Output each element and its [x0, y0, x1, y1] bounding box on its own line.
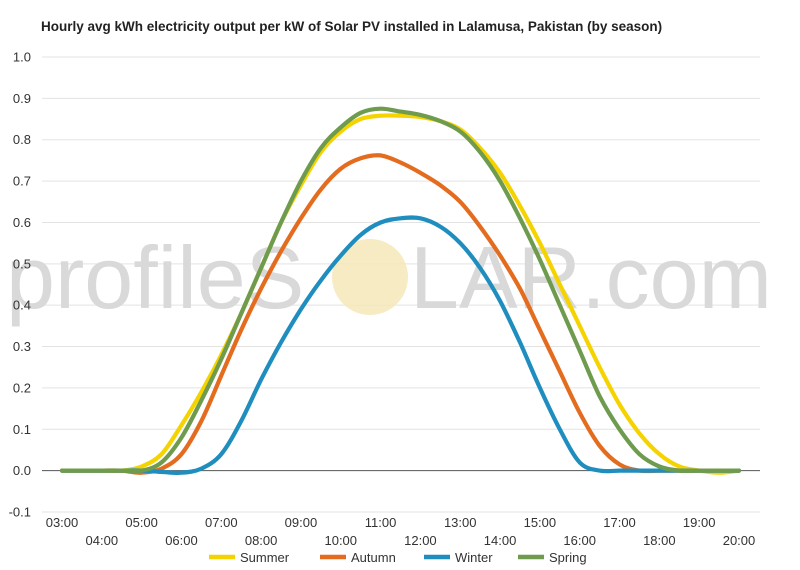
y-tick-label: 0.6 — [13, 215, 31, 230]
series-line-spring — [59, 106, 742, 474]
x-tick-label: 04:00 — [86, 533, 119, 548]
watermark-sun-icon — [332, 239, 408, 315]
x-tick-label: 03:00 — [46, 515, 79, 530]
x-tick-label: 10:00 — [324, 533, 357, 548]
series-line-summer — [59, 113, 742, 475]
legend-label: Winter — [455, 550, 493, 565]
legend: Summer Autumn Winter Spring — [209, 550, 587, 565]
y-tick-label: 0.0 — [13, 463, 31, 478]
legend-label: Autumn — [351, 550, 396, 565]
series-lines — [59, 106, 742, 475]
legend-item-winter: Winter — [424, 550, 493, 565]
x-tick-label: 14:00 — [484, 533, 517, 548]
x-tick-label: 15:00 — [524, 515, 557, 530]
y-axis-ticks: 1.0 0.9 0.8 0.7 0.6 0.5 0.4 0.3 0.2 0.1 0.0 -0.1 — [9, 50, 31, 520]
x-tick-label: 07:00 — [205, 515, 238, 530]
y-tick-label: 0.8 — [13, 132, 31, 147]
x-tick-label: 11:00 — [365, 515, 397, 530]
legend-item-summer: Summer — [209, 550, 290, 565]
y-tick-label: 0.7 — [13, 174, 31, 189]
y-tick-label: 0.1 — [13, 422, 31, 437]
x-tick-label: 20:00 — [723, 533, 756, 548]
watermark-text-right: LAR.com — [410, 228, 772, 327]
series-line-winter — [59, 215, 742, 475]
x-tick-label: 08:00 — [245, 533, 278, 548]
legend-item-spring: Spring — [518, 550, 587, 565]
legend-item-autumn: Autumn — [320, 550, 396, 565]
x-tick-label: 16:00 — [563, 533, 596, 548]
legend-label: Summer — [240, 550, 290, 565]
x-tick-label: 06:00 — [165, 533, 198, 548]
x-tick-label: 09:00 — [285, 515, 318, 530]
watermark-text-left: profileS — [6, 228, 304, 327]
legend-label: Spring — [549, 550, 587, 565]
y-tick-label: 0.3 — [13, 339, 31, 354]
x-tick-label: 13:00 — [444, 515, 477, 530]
y-tick-label: -0.1 — [9, 505, 31, 520]
y-tick-label: 0.2 — [13, 380, 31, 395]
watermark: profileS LAR.com — [6, 228, 772, 327]
x-tick-label: 12:00 — [404, 533, 437, 548]
chart-title: Hourly avg kWh electricity output per kW… — [41, 19, 663, 34]
x-tick-label: 17:00 — [603, 515, 636, 530]
x-tick-label: 19:00 — [683, 515, 716, 530]
series-line-autumn — [59, 153, 742, 475]
x-axis-ticks: 03:00 05:00 07:00 09:00 11:00 13:00 15:00 17:00… — [46, 515, 756, 548]
y-tick-label: 1.0 — [13, 50, 31, 65]
x-tick-label: 18:00 — [643, 533, 676, 548]
y-tick-label: 0.9 — [13, 91, 31, 106]
x-tick-label: 05:00 — [125, 515, 158, 530]
y-tick-label: 0.4 — [13, 298, 31, 313]
y-tick-label: 0.5 — [13, 256, 31, 271]
